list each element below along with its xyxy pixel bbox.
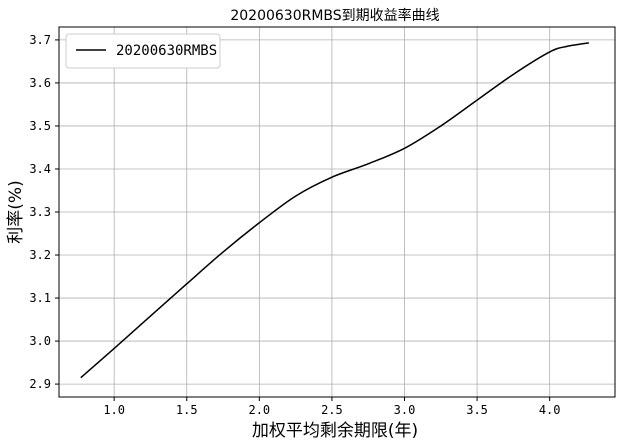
y-tick-label: 3.7 [29, 33, 51, 47]
y-tick-label: 2.9 [29, 377, 51, 391]
chart-title: 20200630RMBS到期收益率曲线 [230, 7, 439, 24]
axis-ticks: 1.0 1.5 2.0 2.5 3.0 3.5 4.0 2.9 3.0 3.1 3.2 3.3 3.4 3… [29, 33, 560, 417]
y-tick-label: 3.6 [29, 76, 51, 90]
x-tick-label: 2.0 [248, 403, 270, 417]
legend-box [65, 33, 221, 69]
x-tick-label: 2.5 [321, 403, 343, 417]
x-tick-label: 1.0 [103, 403, 125, 417]
series-line-0 [80, 42, 589, 379]
y-tick-label: 3.5 [29, 119, 51, 133]
x-tick-label: 4.0 [539, 403, 561, 417]
y-tick-label: 3.4 [29, 162, 51, 176]
gridlines [59, 27, 615, 397]
x-axis-label: 加权平均剩余期限(年) [252, 421, 418, 441]
y-tick-label: 3.2 [29, 248, 51, 262]
x-tick-label: 1.5 [176, 403, 198, 417]
legend: 20200630RMBS [65, 33, 221, 69]
y-tick-label: 3.3 [29, 205, 51, 219]
series-layer [80, 42, 589, 379]
plot-frame [58, 26, 616, 398]
legend-label: 20200630RMBS [116, 43, 217, 59]
y-tick-label: 3.1 [29, 291, 51, 305]
x-tick-label: 3.0 [394, 403, 416, 417]
y-axis-label: 利率(%) [6, 180, 26, 243]
y-tick-label: 3.0 [29, 334, 51, 348]
x-tick-label: 3.5 [466, 403, 488, 417]
